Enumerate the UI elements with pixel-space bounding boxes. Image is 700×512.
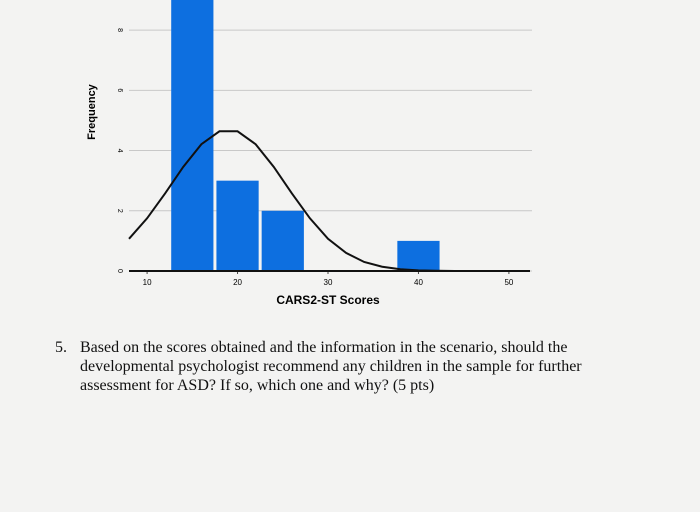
x-axis-label: CARS2-ST Scores (276, 293, 380, 307)
y-tick-label: 4 (116, 149, 123, 153)
x-tick-label: 20 (233, 278, 242, 287)
x-tick-label: 40 (414, 278, 423, 287)
y-tick-label: 2 (116, 209, 123, 213)
question-number: 5. (55, 339, 67, 356)
x-tick-label: 10 (143, 278, 152, 287)
y-tick-label: 0 (116, 269, 123, 273)
x-tick-label: 30 (324, 278, 333, 287)
y-axis-label: Frequency (86, 83, 98, 140)
question-text: Based on the scores obtained and the inf… (80, 338, 582, 395)
question-line: developmental psychologist recommend any… (80, 358, 582, 375)
bar (171, 0, 214, 271)
y-tick-label: 6 (116, 88, 123, 92)
y-tick-label: 8 (116, 28, 123, 32)
bar (261, 210, 304, 271)
question-line: Based on the scores obtained and the inf… (80, 339, 568, 356)
x-tick-label: 50 (504, 278, 513, 287)
bar (397, 240, 440, 271)
chart: Frequency CARS2-ST Scores 0 2 4 6 8 10 20 30 40 5… (86, 0, 532, 307)
bar (216, 180, 259, 271)
question-line: assessment for ASD? If so, which one and… (80, 377, 435, 394)
